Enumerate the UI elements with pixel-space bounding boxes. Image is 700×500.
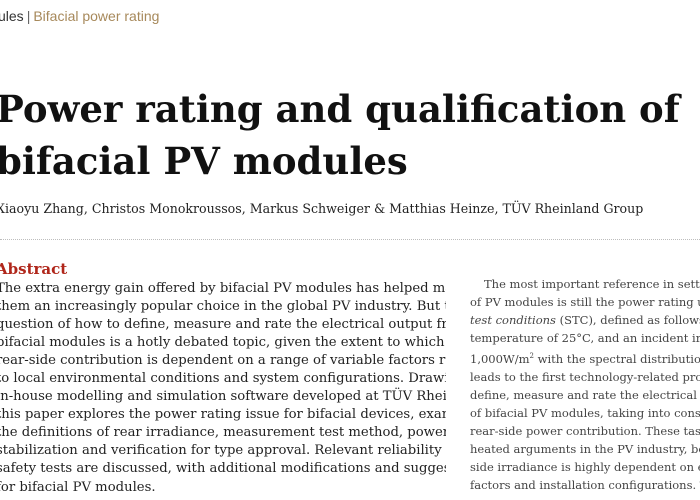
body-line: factors and installation configurations.… xyxy=(470,478,700,493)
divider xyxy=(0,239,700,240)
abstract-line: in-house modelling and simulation softwa… xyxy=(0,389,446,405)
abstract-line: them an increasingly popular choice in t… xyxy=(0,299,446,315)
body-line: of bifacial PV modules, taking into cons… xyxy=(470,406,700,421)
body-line: rear-side power contribution. These task… xyxy=(470,424,700,439)
body-line: The most important reference in setting xyxy=(484,277,700,291)
abstract-line: this paper explores the power rating iss… xyxy=(0,407,446,423)
body-line: heated arguments in the PV industry, bec… xyxy=(470,442,700,457)
body-line: test conditions (STC), defined as follow… xyxy=(470,311,700,329)
article-title: Power rating and qualification of bifaci… xyxy=(0,87,680,183)
body-line: of PV modules is still the power rating … xyxy=(470,295,700,310)
body-column: The most important reference in setting … xyxy=(470,275,700,500)
abstract-line: for bifacial PV modules. xyxy=(0,479,156,495)
abstract-line: stabilization and verification for type … xyxy=(0,443,446,459)
abstract-text: The extra energy gain offered by bifacia… xyxy=(0,280,446,500)
abstract-line: the definitions of rear irradiance, meas… xyxy=(0,425,446,441)
abstract-line: question of how to define, measure and r… xyxy=(0,317,446,333)
abstract-line: The extra energy gain offered by bifacia… xyxy=(0,281,446,296)
irradiance-value: 1,000W/m xyxy=(470,352,530,367)
author-line: Xiaoyu Zhang, Christos Monokroussos, Mar… xyxy=(0,201,644,216)
header-separator: | xyxy=(26,8,31,24)
body-line: 1,000W/m2 with the spectral distribution… xyxy=(470,347,700,368)
body-line: leads to the first technology-related pr… xyxy=(470,370,700,385)
abstract-line: safety tests are discussed, with additio… xyxy=(0,461,446,477)
body-line-text: (STC), defined as follows: a de xyxy=(559,313,700,328)
body-line: define, measure and rate the electrical … xyxy=(470,388,700,403)
superscript: 2 xyxy=(529,352,534,361)
running-header: ules | Bifacial power rating xyxy=(0,8,159,24)
abstract-heading: Abstract xyxy=(0,260,68,278)
abstract-line: to local environmental conditions and sy… xyxy=(0,371,446,387)
abstract-line: bifacial modules is a hotly debated topi… xyxy=(0,335,446,351)
emphasis-term: test conditions xyxy=(470,313,556,328)
subsection-name: Bifacial power rating xyxy=(33,8,160,24)
abstract-line: rear-side contribution is dependent on a… xyxy=(0,353,446,369)
body-line-text: with the spectral distribution A xyxy=(537,352,700,367)
body-line: temperature of 25°C, and an incident irr… xyxy=(470,331,700,346)
body-line: side irradiance is highly dependent on e… xyxy=(470,460,700,475)
section-name: ules xyxy=(0,8,24,24)
